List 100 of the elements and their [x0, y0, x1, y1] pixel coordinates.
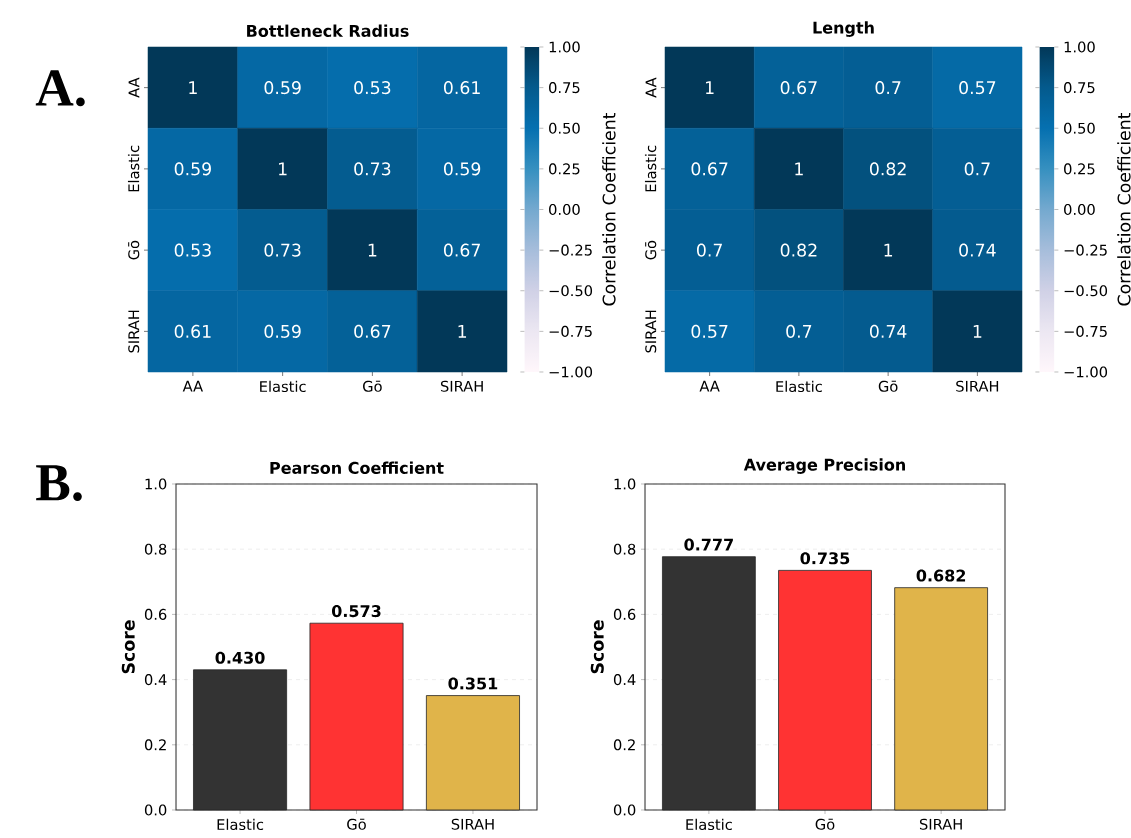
data-label: 0.59 — [264, 324, 301, 338]
data-label: 0.53 — [174, 243, 211, 257]
data-label: 0.682 — [916, 569, 966, 582]
data-label: 1 — [279, 162, 287, 176]
bar — [309, 622, 404, 811]
y-tick-label: AA — [128, 77, 140, 98]
color-bar-label: 0.25 — [549, 163, 580, 175]
y-tick-label: Elastic — [644, 145, 657, 192]
y-tick-label: 0.6 — [613, 608, 636, 620]
y-axis-title: Score — [121, 620, 135, 674]
y-tick-label: Gō — [645, 240, 657, 260]
color-bar-label: 1.00 — [549, 41, 580, 53]
y-tick-label: 0.4 — [613, 674, 636, 686]
data-label: 0.430 — [215, 651, 265, 664]
x-tick-label: AA — [182, 380, 203, 392]
data-label: 0.59 — [174, 162, 211, 176]
x-tick-label: SIRAH — [440, 380, 483, 392]
y-tick-label: 0.0 — [613, 804, 636, 816]
x-tick-label: AA — [699, 380, 720, 392]
x-tick-label: SIRAH — [956, 380, 999, 392]
y-tick-label: 0.2 — [144, 739, 166, 751]
bar — [894, 587, 988, 811]
chart-title: Pearson Coefficient — [270, 461, 444, 474]
x-tick-label: Elastic — [686, 818, 732, 831]
data-label: 0.57 — [691, 324, 728, 338]
color-bar-label: −0.25 — [549, 244, 592, 256]
data-label: 0.57 — [959, 81, 996, 95]
data-label: 1 — [884, 243, 893, 257]
data-label: 0.53 — [354, 81, 391, 95]
data-label: 0.67 — [443, 243, 480, 257]
data-label: 0.73 — [354, 162, 391, 176]
color-bar-title: Correlation Coefficient — [602, 112, 616, 306]
x-tick-label: Elastic — [260, 380, 306, 393]
data-label: 0.7 — [875, 81, 901, 95]
color-bar-label: 0.75 — [549, 82, 580, 94]
color-bar-label: −0.25 — [1064, 244, 1107, 256]
data-label: 0.73 — [264, 243, 301, 257]
x-tick-label: Elastic — [217, 818, 264, 831]
data-label: 0.777 — [684, 538, 733, 551]
data-label: 0.82 — [869, 162, 906, 176]
x-tick-label: SIRAH — [451, 818, 494, 830]
y-tick-label: 0.0 — [144, 804, 167, 816]
data-label: 0.7 — [964, 162, 990, 176]
data-label: 1 — [973, 325, 982, 338]
text: B. — [36, 465, 82, 501]
color-bar-label: 1.00 — [1064, 41, 1095, 53]
chart-title: Length — [813, 21, 874, 37]
data-label: 0.59 — [443, 162, 481, 176]
x-tick-label: Gō — [815, 818, 835, 830]
y-tick-label: 0.2 — [613, 739, 635, 751]
text: A. — [35, 70, 85, 107]
chart-title: Average Precision — [743, 458, 905, 474]
color-bar-label: −1.00 — [549, 366, 593, 378]
color-bar-label: −1.00 — [1064, 366, 1108, 378]
data-label: 1 — [458, 325, 467, 338]
color-bar-label: 0.50 — [549, 122, 580, 134]
bar — [425, 695, 520, 811]
color-bar-label: −0.75 — [1064, 325, 1107, 337]
color-bar-label: 0.00 — [549, 203, 580, 216]
y-tick-label: 0.4 — [144, 674, 167, 686]
x-tick-label: Gō — [363, 380, 382, 392]
y-tick-label: 0.6 — [144, 608, 167, 620]
color-bar-label: −0.75 — [549, 325, 592, 337]
data-label: 0.61 — [443, 81, 480, 95]
data-label: 0.67 — [691, 162, 728, 176]
x-tick-label: Elastic — [776, 380, 822, 393]
data-label: 0.61 — [174, 324, 211, 338]
y-tick-label: Elastic — [127, 145, 140, 192]
data-label: 0.74 — [959, 243, 996, 257]
color-bar-label: −0.50 — [549, 285, 593, 297]
data-label: 1 — [706, 81, 714, 94]
y-tick-label: SIRAH — [128, 310, 140, 353]
x-tick-label: Gō — [347, 818, 366, 830]
y-tick-label: 1.0 — [145, 478, 167, 490]
y-tick-label: 1.0 — [614, 478, 636, 490]
color-bar-label: 0.00 — [1064, 203, 1095, 216]
y-tick-label: 0.8 — [144, 543, 167, 555]
data-label: 1 — [368, 243, 377, 257]
data-label: 0.573 — [331, 605, 381, 618]
x-tick-label: SIRAH — [919, 818, 962, 830]
data-label: 0.735 — [800, 552, 850, 565]
color-bar-title: Correlation Coefficient — [1117, 112, 1131, 306]
data-label: 1 — [189, 81, 197, 94]
y-tick-label: AA — [645, 77, 657, 98]
data-label: 0.7 — [786, 324, 812, 338]
data-label: 0.74 — [869, 324, 907, 338]
chart-title: Bottleneck Radius — [247, 24, 409, 37]
color-bar-label: 0.25 — [1064, 163, 1095, 175]
color-bar-label: −0.50 — [1064, 285, 1108, 297]
y-axis-title: Score — [590, 620, 604, 674]
data-label: 0.82 — [780, 243, 817, 257]
data-label: 0.67 — [354, 324, 391, 338]
y-tick-label: 0.8 — [613, 543, 636, 555]
color-bar-label: 0.50 — [1064, 122, 1095, 134]
y-tick-label: Gō — [128, 240, 140, 260]
data-label: 0.7 — [697, 243, 722, 257]
color-bar-label: 0.75 — [1064, 82, 1095, 94]
data-label: 0.351 — [448, 677, 498, 690]
y-tick-label: SIRAH — [645, 310, 657, 353]
data-label: 1 — [795, 162, 803, 176]
